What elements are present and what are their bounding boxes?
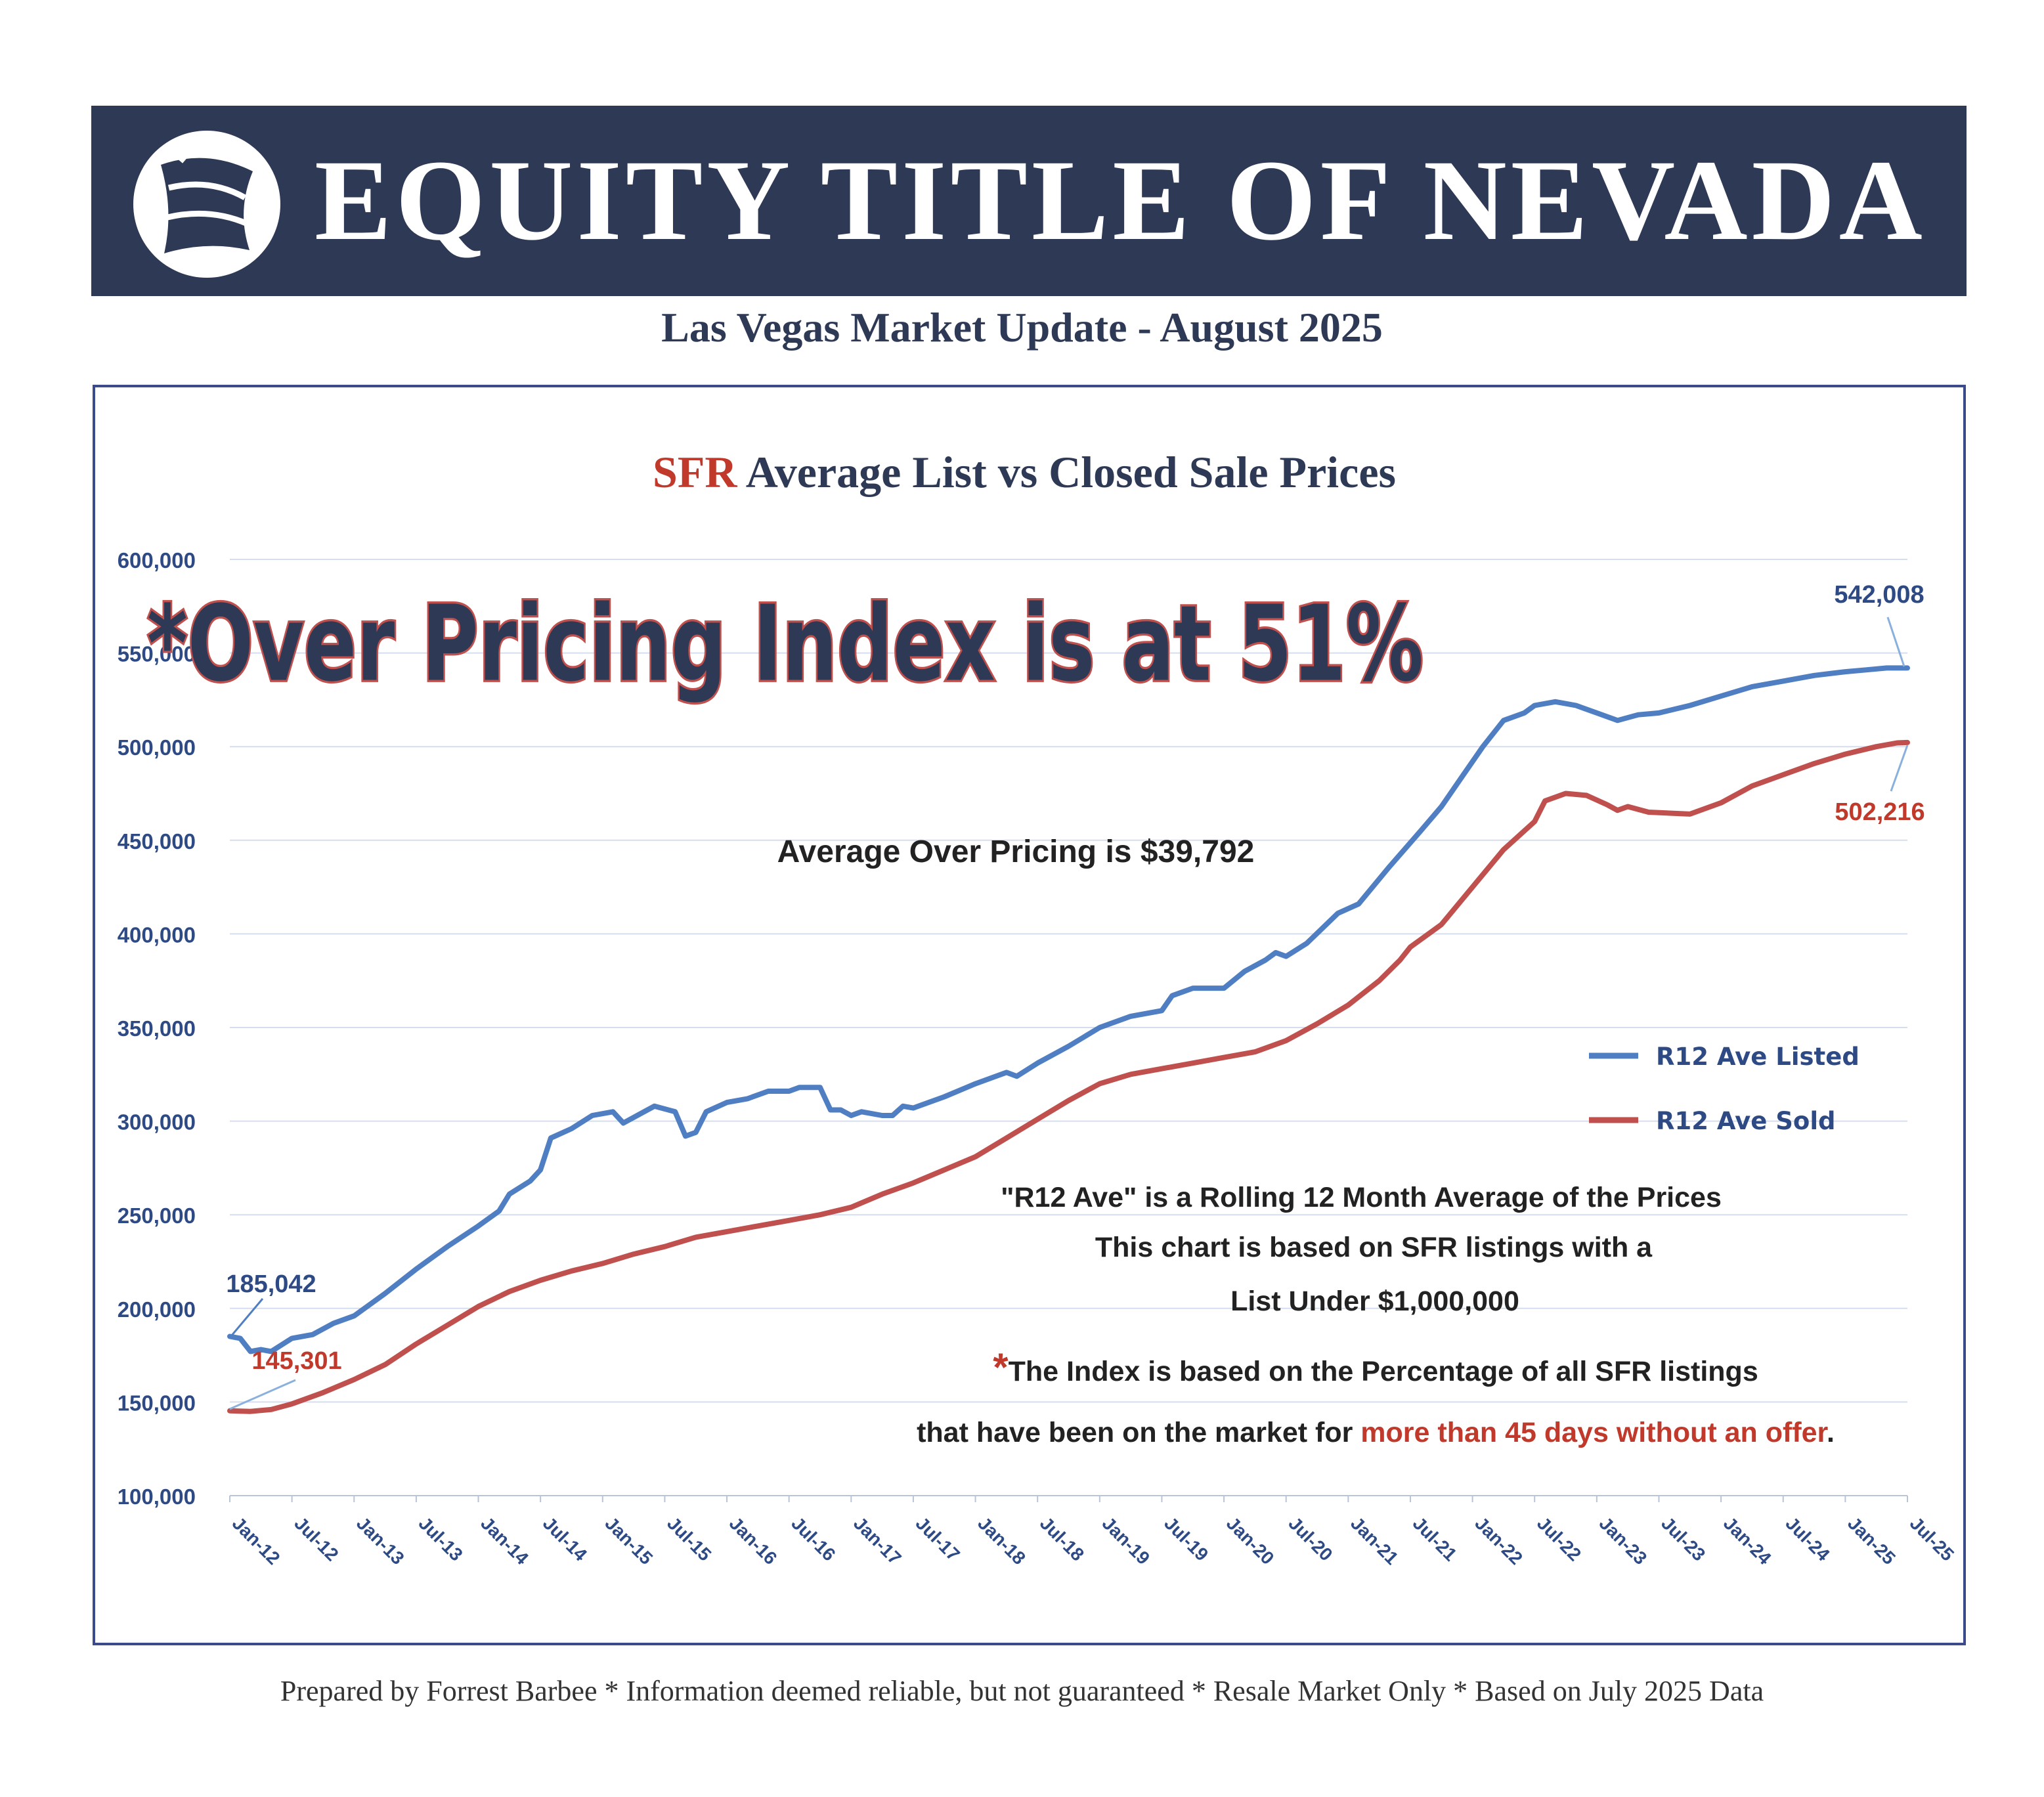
x-tick-label: Jul-20 bbox=[1284, 1513, 1336, 1565]
x-tick-label: Jan-16 bbox=[726, 1513, 781, 1569]
listed-start-label: 185,042 bbox=[226, 1270, 316, 1298]
y-tick-label: 450,000 bbox=[118, 829, 196, 854]
x-tick-label: Jan-12 bbox=[228, 1513, 284, 1569]
x-axis-ticks: Jan-12 Jul-12 Jan-13 Jul-13 Jan-14 Jul-14 Jan-… bbox=[228, 1496, 1958, 1569]
average-over-pricing: Average Over Pricing is $39,792 bbox=[777, 834, 1255, 869]
sold-start-callout bbox=[229, 1379, 296, 1410]
chart-title-main: Average List vs Closed Sale Prices bbox=[746, 447, 1396, 497]
listed-end-callout bbox=[1886, 617, 1905, 667]
x-tick-label: Jul-21 bbox=[1409, 1513, 1461, 1565]
legend-listed-label: R12 Ave Listed bbox=[1656, 1043, 1859, 1071]
series-line-sold bbox=[227, 739, 1910, 1414]
x-tick-label: Jul-18 bbox=[1036, 1513, 1088, 1565]
series-line-listed bbox=[227, 665, 1910, 1354]
x-tick-label: Jan-13 bbox=[353, 1513, 408, 1569]
x-tick-label: Jul-15 bbox=[663, 1513, 715, 1565]
y-tick-label: 300,000 bbox=[118, 1110, 196, 1135]
sold-end-callout bbox=[1890, 745, 1909, 792]
page-subtitle: Las Vegas Market Update - August 2025 bbox=[661, 304, 1383, 351]
series-lines bbox=[227, 665, 1910, 1414]
listed-end-label: 542,008 bbox=[1834, 581, 1924, 609]
listed-start-callout bbox=[230, 1298, 264, 1337]
x-tick-label: Jul-13 bbox=[415, 1513, 467, 1565]
y-tick-label: 250,000 bbox=[118, 1203, 196, 1228]
x-tick-label: Jul-14 bbox=[539, 1513, 591, 1565]
chart-title: SFR Average List vs Closed Sale Prices bbox=[653, 447, 1396, 497]
note-sfr-basis: This chart is based on SFR listings with… bbox=[1095, 1232, 1653, 1263]
note-r12-definition: "R12 Ave" is a Rolling 12 Month Average … bbox=[1001, 1182, 1722, 1213]
x-tick-label: Jul-16 bbox=[787, 1513, 839, 1565]
x-tick-label: Jan-18 bbox=[974, 1513, 1030, 1569]
y-tick-label: 350,000 bbox=[118, 1016, 196, 1041]
y-tick-label: 150,000 bbox=[118, 1391, 196, 1415]
y-tick-label: 100,000 bbox=[118, 1484, 196, 1509]
chart-frame bbox=[93, 385, 1966, 1645]
x-tick-label: Jan-14 bbox=[477, 1513, 533, 1569]
x-tick-label: Jul-12 bbox=[290, 1513, 342, 1565]
sold-start-label: 145,301 bbox=[251, 1347, 341, 1375]
x-tick-label: Jul-25 bbox=[1906, 1513, 1958, 1565]
legend-sold-label: R12 Ave Sold bbox=[1656, 1107, 1836, 1135]
note-star: * bbox=[993, 1345, 1009, 1389]
x-tick-label: Jul-24 bbox=[1781, 1513, 1833, 1565]
x-tick-label: Jul-17 bbox=[912, 1513, 964, 1565]
company-logo-icon bbox=[133, 131, 280, 278]
x-tick-label: Jan-25 bbox=[1844, 1513, 1900, 1569]
x-tick-label: Jan-15 bbox=[601, 1513, 657, 1569]
x-tick-label: Jul-19 bbox=[1160, 1513, 1212, 1565]
footer-disclaimer: Prepared by Forrest Barbee * Information… bbox=[280, 1675, 1764, 1707]
x-tick-label: Jul-22 bbox=[1533, 1513, 1585, 1565]
x-tick-label: Jan-19 bbox=[1098, 1513, 1154, 1569]
notes: "R12 Ave" is a Rolling 12 Month Average … bbox=[917, 1182, 1835, 1448]
y-tick-label: 550,000 bbox=[118, 642, 196, 666]
legend: R12 Ave Listed R12 Ave Sold bbox=[1589, 1043, 1859, 1135]
sold-end-label: 502,216 bbox=[1835, 798, 1924, 826]
x-tick-label: Jan-23 bbox=[1596, 1513, 1651, 1569]
y-tick-label: 400,000 bbox=[118, 922, 196, 947]
header-banner: EQUITY TITLE OF NEVADA bbox=[91, 106, 1967, 296]
y-tick-label: 600,000 bbox=[118, 548, 196, 573]
y-axis-ticks: 100,000 150,000 200,000 250,000 300,000 350,0… bbox=[118, 548, 196, 1509]
x-tick-label: Jan-20 bbox=[1223, 1513, 1278, 1569]
y-tick-label: 200,000 bbox=[118, 1297, 196, 1322]
x-tick-label: Jan-22 bbox=[1471, 1513, 1527, 1569]
x-tick-label: Jan-24 bbox=[1720, 1513, 1775, 1569]
y-tick-label: 500,000 bbox=[118, 735, 196, 760]
x-tick-label: Jul-23 bbox=[1657, 1513, 1709, 1565]
x-tick-label: Jan-21 bbox=[1347, 1513, 1403, 1569]
chart-title-prefix: SFR bbox=[653, 447, 737, 497]
note-index-basis: *The Index is based on the Percentage of… bbox=[993, 1345, 1758, 1389]
brand-name: EQUITY TITLE OF NEVADA bbox=[315, 137, 1926, 265]
headline-annotation: *Over Pricing Index is at 51% bbox=[147, 584, 1424, 705]
x-tick-label: Jan-17 bbox=[850, 1513, 905, 1569]
note-criteria-highlight: more than 45 days without an offer bbox=[1360, 1417, 1828, 1448]
note-index-criteria: that have been on the market for more th… bbox=[917, 1417, 1835, 1448]
note-list-limit: List Under $1,000,000 bbox=[1230, 1286, 1519, 1317]
